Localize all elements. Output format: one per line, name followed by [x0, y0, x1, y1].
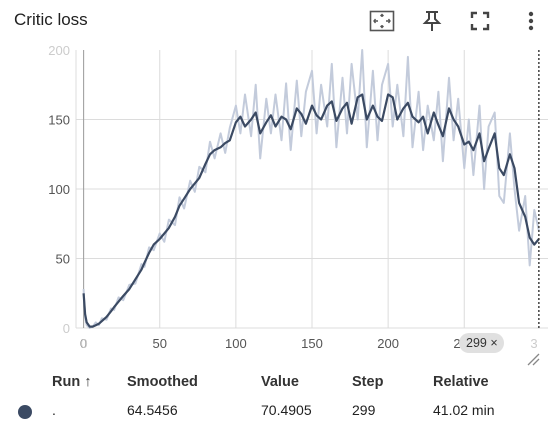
pin-button[interactable]: [417, 6, 447, 36]
cursor-step-badge[interactable]: 299 ×: [459, 333, 504, 353]
x-tick-label: 200: [377, 336, 399, 351]
header-step[interactable]: Step: [352, 374, 384, 390]
table-row: . 64.5456 70.4905 299 41.02 min: [0, 398, 548, 426]
runs-table: Run ↑ Smoothed Value Step Relative . 64.…: [0, 370, 548, 426]
header-relative[interactable]: Relative: [433, 374, 489, 390]
header-smoothed[interactable]: Smoothed: [127, 374, 198, 390]
table-header-row: Run ↑ Smoothed Value Step Relative: [0, 370, 548, 398]
x-tick-label-faint: 3: [530, 336, 537, 351]
run-color-dot: [18, 405, 32, 419]
x-tick-label: 150: [301, 336, 323, 351]
fullscreen-icon: [470, 11, 490, 31]
fit-domain-button[interactable]: [367, 6, 397, 36]
header-value[interactable]: Value: [261, 374, 299, 390]
y-tick-label-faint: 0: [63, 321, 70, 336]
y-tick-label: 100: [48, 182, 70, 197]
resize-handle-icon[interactable]: [526, 352, 540, 366]
x-tick-label: 100: [225, 336, 247, 351]
x-tick-label-faint: 0: [80, 336, 87, 351]
y-tick-label: 150: [48, 113, 70, 128]
fullscreen-button[interactable]: [465, 6, 495, 36]
x-tick-label: 50: [153, 336, 167, 351]
smoothed-series-line: [82, 93, 540, 328]
card-title: Critic loss: [14, 10, 88, 29]
pin-icon: [422, 11, 442, 31]
x-tick-label: 0: [80, 336, 87, 351]
step-value: 299: [352, 402, 376, 418]
smoothed-value: 64.5456: [127, 402, 178, 418]
run-name: .: [52, 402, 56, 418]
more-vert-icon: [528, 11, 534, 31]
relative-time: 41.02 min: [433, 402, 495, 418]
fit-domain-icon: [369, 10, 395, 32]
raw-value: 70.4905: [261, 402, 312, 418]
chart-grid: [75, 50, 548, 329]
chart-series: [82, 49, 540, 329]
more-options-button[interactable]: [516, 6, 546, 36]
header-run[interactable]: Run ↑: [52, 374, 92, 390]
y-axis-ticks: 50 100 150 0 200: [48, 43, 70, 336]
y-tick-label: 50: [56, 252, 70, 267]
y-tick-label-faint: 200: [48, 43, 70, 58]
